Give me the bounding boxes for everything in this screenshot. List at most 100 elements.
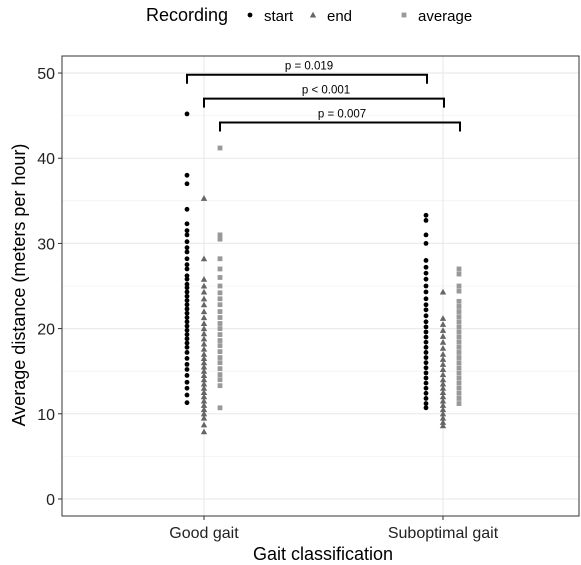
data-point-start [184,232,190,238]
data-point-end [200,355,208,361]
data-point-end [439,361,447,367]
data-point-average [217,283,223,289]
legend-key-start [247,12,253,18]
data-point-end [439,321,447,327]
data-point-end [439,380,447,387]
data-point-end [200,288,208,295]
data-point-start [423,396,429,401]
data-point-average [456,344,462,350]
data-point-average [456,375,462,381]
data-point-average [217,315,223,320]
data-point-start [423,212,429,218]
data-point-end [200,330,208,337]
data-point-start [184,306,190,312]
data-point-average [456,298,462,304]
data-point-average [456,319,462,325]
data-point-start [423,302,429,308]
data-point-average [456,304,462,309]
data-point-end [200,282,208,289]
data-point-end [200,385,208,391]
legend-label: average [418,8,472,25]
data-point-average [217,405,223,411]
data-point-end [439,410,447,417]
data-point-start [423,375,429,381]
data-point-start [184,310,190,316]
data-point-average [456,329,462,335]
legend-title: Recording [146,5,228,25]
data-point-start [184,249,190,255]
data-point-end [439,350,447,357]
data-point-start [184,285,190,291]
data-point-start [184,356,190,361]
data-point-end [200,340,208,347]
data-point-end [200,335,208,342]
panel-border [61,55,580,517]
legend-label: end [327,8,352,25]
y-tick-label: 50 [37,66,55,83]
data-point-start [423,324,429,330]
data-point-start [184,302,190,308]
data-point-end [439,389,447,396]
p-value-label: p < 0.001 [302,85,350,97]
data-point-end [200,380,208,387]
data-point-start [184,281,190,287]
data-point-end [439,344,447,351]
data-point-start [184,181,190,187]
data-point-end [200,325,208,332]
data-point-average [217,321,223,326]
data-point-average [217,326,223,331]
data-point-start [184,392,190,398]
data-point-end [200,367,208,374]
data-point-start [184,206,190,212]
data-point-average [217,256,223,262]
data-point-average [456,334,462,340]
data-point-start [423,385,429,391]
data-point-end [200,308,208,315]
bracket-line [203,97,445,108]
data-point-start [184,276,190,282]
data-point-start [184,256,190,262]
legend: Recording start end average [146,5,472,25]
data-point-average [456,380,462,386]
data-point-end [439,315,447,321]
data-point-end [439,385,447,391]
data-point-start [423,218,429,223]
data-point-end [439,422,447,429]
legend-label: start [264,8,294,25]
data-point-start [184,262,190,268]
data-point-start [184,315,190,320]
data-point-end [439,339,447,345]
data-point-end [200,195,208,201]
data-point-end [200,406,208,413]
data-point-average [456,314,462,320]
data-point-start [423,289,429,295]
y-tick-label: 10 [37,407,55,424]
significance-bracket: p < 0.001 [203,85,445,108]
data-point-average [456,401,462,406]
data-point-start [423,283,429,289]
data-point-start [184,379,190,385]
data-point-end [200,295,208,302]
data-point-average [217,266,223,272]
data-point-end [439,376,447,383]
data-point-end [200,350,208,357]
data-point-start [184,228,190,234]
data-point-end [439,406,447,413]
data-point-start [184,332,190,337]
data-point-average [456,266,462,272]
data-point-average [456,390,462,396]
data-point-start [184,367,190,372]
data-point-end [439,393,447,400]
data-point-end [200,389,208,396]
data-point-start [423,264,429,270]
bracket-line [219,121,461,132]
data-point-start [184,289,190,295]
data-point-start [184,340,190,346]
data-point-start [423,329,429,335]
data-point-average [456,271,462,277]
data-point-end [439,414,447,421]
data-point-start [184,221,190,227]
data-point-end [200,314,208,321]
series-end [200,195,447,435]
data-point-start [423,365,429,371]
